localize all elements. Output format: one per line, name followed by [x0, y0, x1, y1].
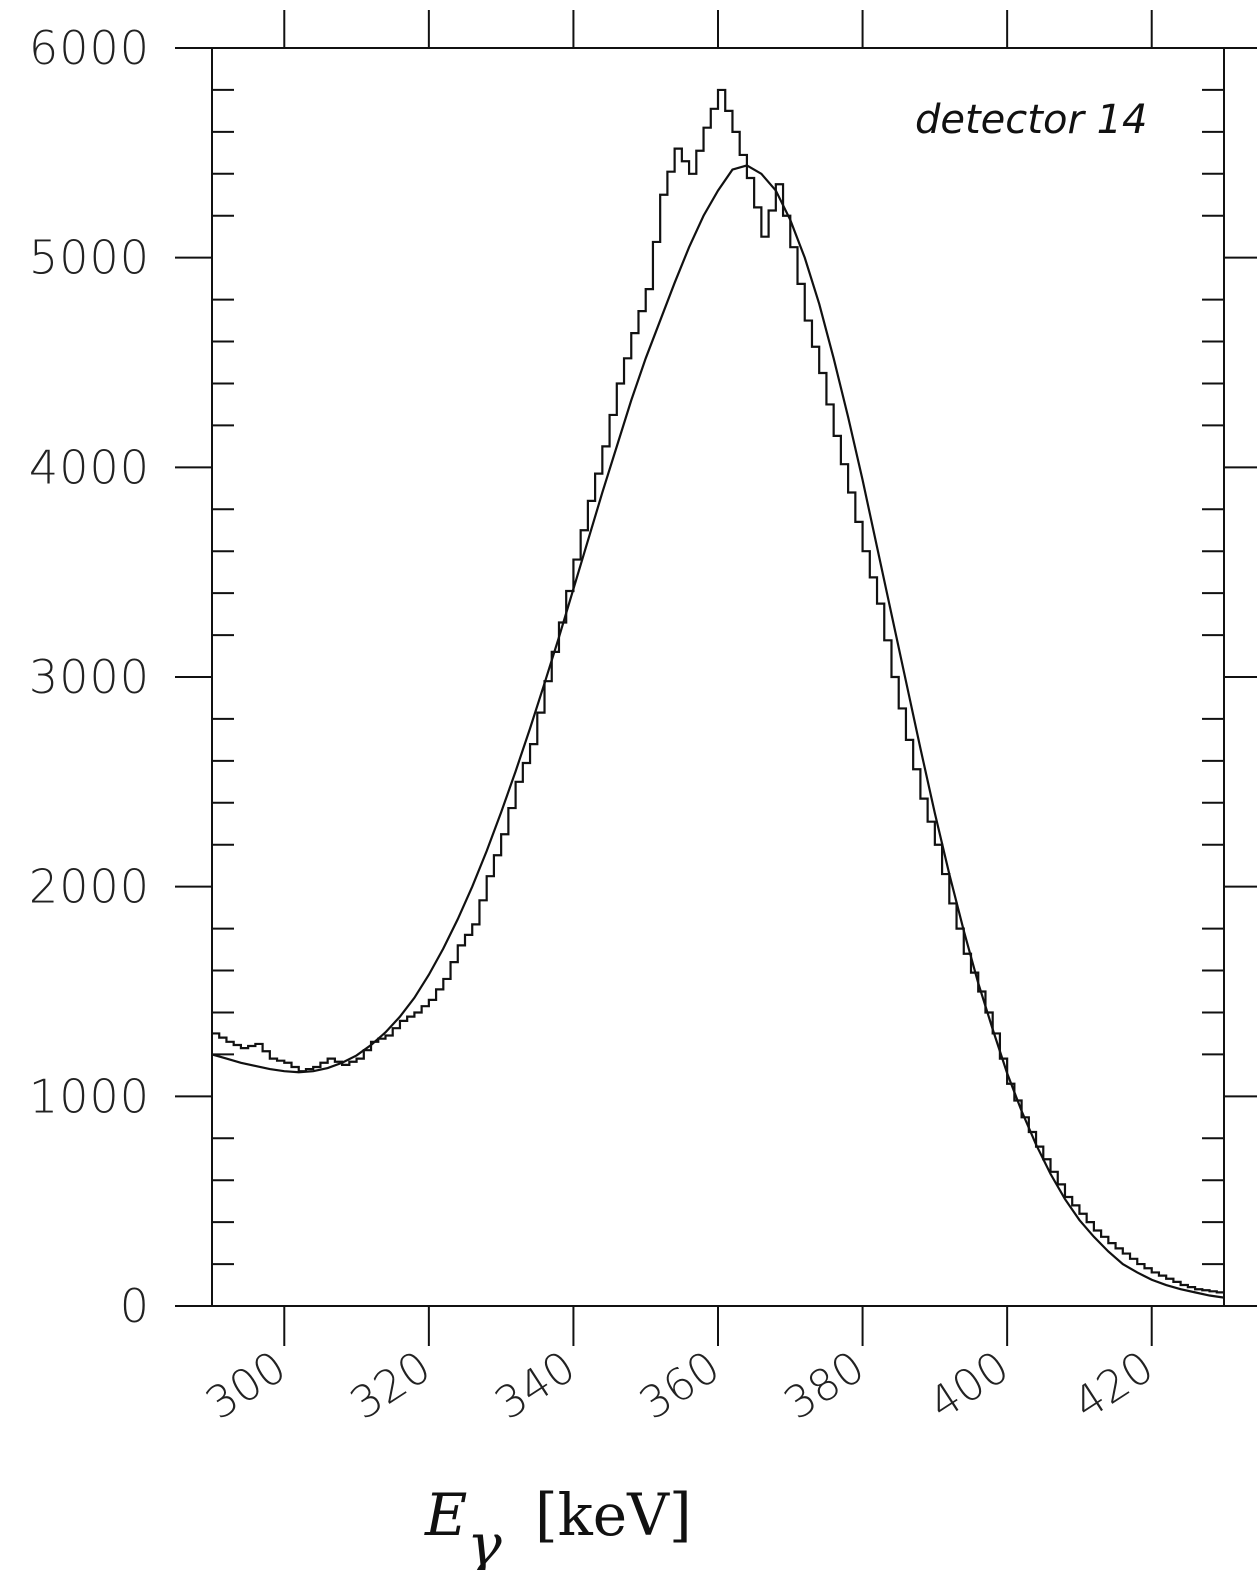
y-tick-label: 2000: [29, 860, 150, 914]
axis-ticks: [175, 10, 1257, 1346]
x-axis-title-subscript: γ: [467, 1511, 502, 1570]
x-axis-title-symbol: E: [424, 1481, 467, 1549]
y-tick-labels: 0 1000 2000 3000 4000 5000 6000: [29, 21, 150, 1333]
x-tick-label: 380: [775, 1341, 873, 1430]
x-axis-title: E γ [keV]: [424, 1481, 692, 1570]
plot-frame: [211, 47, 1225, 1307]
y-tick-label: 0: [120, 1279, 150, 1333]
y-tick-label: 5000: [29, 231, 150, 285]
x-axis-title-unit: [keV]: [535, 1481, 692, 1549]
x-tick-label: 340: [486, 1341, 584, 1430]
x-tick-label: 420: [1064, 1341, 1162, 1430]
x-tick-label: 400: [920, 1341, 1018, 1430]
fit-series: [211, 164, 1225, 1299]
series-group: [211, 88, 1225, 1299]
x-tick-label: 300: [197, 1341, 295, 1430]
y-tick-label: 4000: [29, 440, 150, 494]
y-tick-label: 6000: [29, 21, 150, 75]
y-tick-label: 1000: [29, 1069, 150, 1123]
x-tick-label: 360: [631, 1341, 729, 1430]
y-tick-label: 3000: [29, 650, 150, 704]
x-tick-labels: 300 320 340 360 380 400 420: [197, 1341, 1163, 1430]
data-histogram-series: [212, 88, 1224, 1294]
x-tick-label: 320: [342, 1341, 440, 1430]
detector-annotation: detector 14: [915, 97, 1148, 143]
